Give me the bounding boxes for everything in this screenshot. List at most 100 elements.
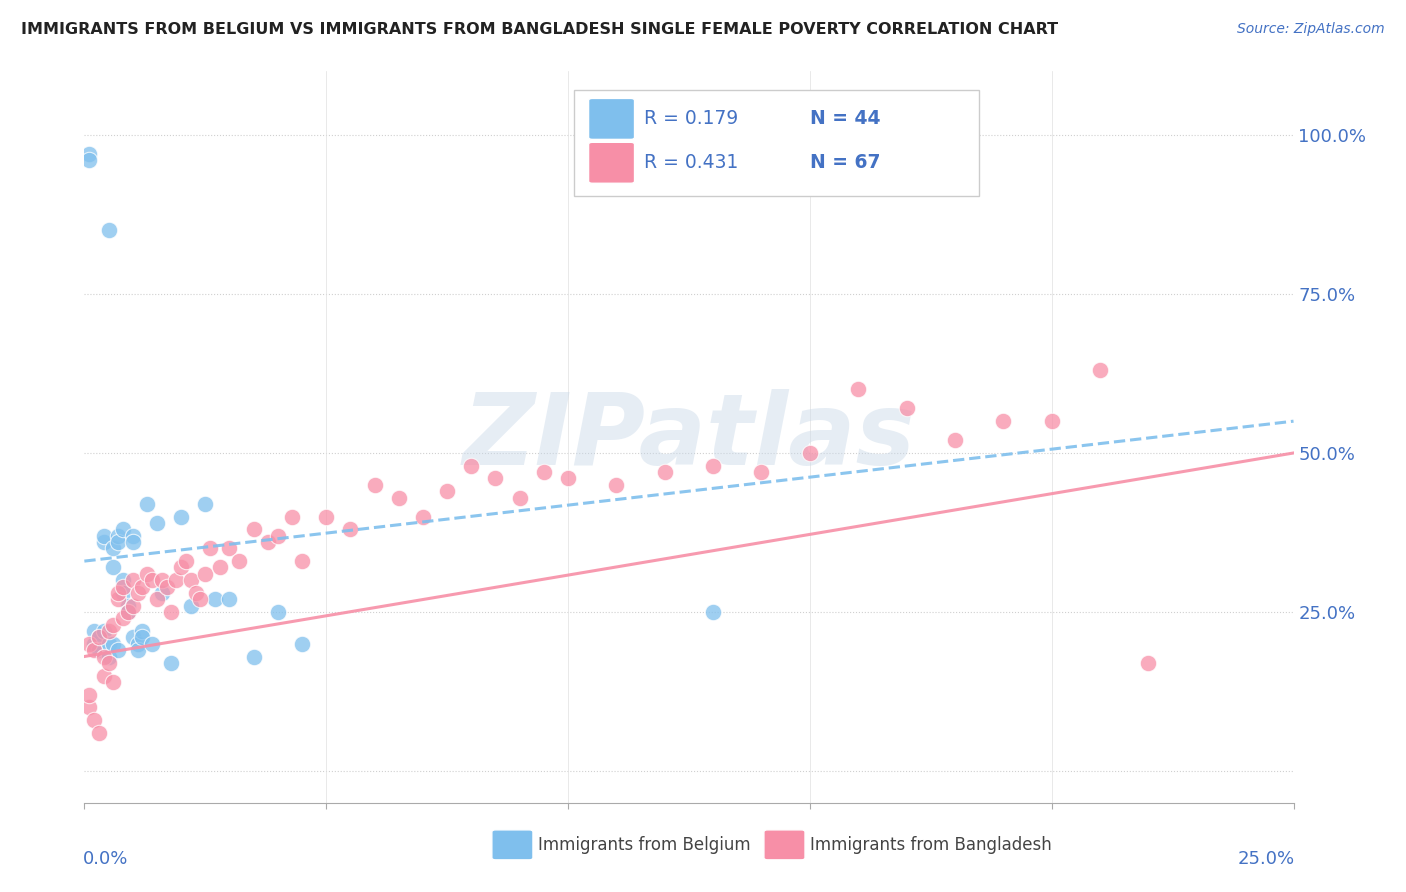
Point (943, 434, 966, 448)
Point (799, 446, 821, 460)
Point (107, 643, 129, 657)
Text: ZIPatlas: ZIPatlas (463, 389, 915, 485)
Point (131, 580, 153, 594)
Point (751, 465, 773, 479)
Point (121, 599, 143, 613)
Point (198, 541, 221, 556)
Text: Source: ZipAtlas.com: Source: ZipAtlas.com (1237, 22, 1385, 37)
Point (83, 713, 105, 727)
Text: 0.0%: 0.0% (83, 850, 128, 868)
Point (702, 458, 724, 473)
Point (1088, 363, 1111, 377)
Y-axis label: Single Female Poverty: Single Female Poverty (0, 345, 8, 529)
Point (83, 624, 105, 638)
Point (460, 458, 482, 473)
Point (107, 586, 129, 600)
Point (846, 383, 869, 397)
Point (228, 554, 250, 568)
Point (77, 700, 100, 714)
Point (150, 573, 173, 587)
Point (184, 586, 207, 600)
Point (83, 637, 105, 651)
Point (107, 592, 129, 607)
Point (97, 624, 120, 638)
Point (112, 573, 135, 587)
Point (121, 573, 143, 587)
Point (242, 522, 264, 536)
Point (93, 535, 115, 549)
Point (160, 605, 183, 619)
Point (93, 649, 115, 664)
Text: Immigrants from Bangladesh: Immigrants from Bangladesh (810, 836, 1052, 855)
FancyBboxPatch shape (589, 98, 634, 139)
Point (93, 529, 115, 543)
Point (103, 675, 125, 690)
Point (557, 471, 579, 485)
Point (388, 491, 411, 505)
Point (412, 509, 434, 524)
Point (77, 637, 100, 651)
Point (993, 414, 1015, 428)
Point (112, 580, 135, 594)
Point (121, 631, 143, 645)
Point (267, 605, 290, 619)
Point (1137, 656, 1160, 670)
Point (77, 153, 100, 168)
Point (117, 599, 139, 613)
Point (291, 637, 314, 651)
Point (654, 465, 676, 479)
Point (97, 223, 120, 237)
Point (103, 560, 125, 574)
FancyBboxPatch shape (574, 90, 979, 195)
Point (533, 465, 555, 479)
Point (136, 497, 159, 511)
FancyBboxPatch shape (589, 143, 634, 183)
Point (174, 554, 197, 568)
Point (103, 617, 125, 632)
Point (180, 573, 202, 587)
Point (107, 535, 129, 549)
Point (107, 529, 129, 543)
Point (131, 631, 153, 645)
Point (194, 566, 217, 581)
Point (97, 656, 120, 670)
Point (155, 580, 177, 594)
Text: Immigrants from Belgium: Immigrants from Belgium (538, 836, 751, 855)
Point (242, 649, 264, 664)
Text: N = 67: N = 67 (810, 153, 880, 172)
Text: 25.0%: 25.0% (1237, 850, 1295, 868)
Point (218, 592, 240, 607)
Point (87, 643, 110, 657)
Point (702, 605, 724, 619)
FancyBboxPatch shape (492, 830, 533, 860)
Point (218, 541, 240, 556)
Point (117, 605, 139, 619)
Point (208, 560, 231, 574)
Point (190, 592, 212, 607)
Point (150, 586, 173, 600)
Point (77, 147, 100, 161)
Text: R = 0.179: R = 0.179 (644, 110, 738, 128)
Point (121, 529, 143, 543)
Point (77, 688, 100, 702)
Point (121, 535, 143, 549)
Point (281, 509, 304, 524)
Point (103, 541, 125, 556)
Point (136, 566, 159, 581)
Point (127, 643, 149, 657)
Point (93, 668, 115, 682)
FancyBboxPatch shape (763, 830, 806, 860)
Text: IMMIGRANTS FROM BELGIUM VS IMMIGRANTS FROM BANGLADESH SINGLE FEMALE POVERTY CORR: IMMIGRANTS FROM BELGIUM VS IMMIGRANTS FR… (21, 22, 1059, 37)
Point (127, 586, 149, 600)
Point (339, 522, 361, 536)
Point (170, 509, 193, 524)
Point (83, 643, 105, 657)
Point (160, 656, 183, 670)
Point (141, 637, 163, 651)
Point (363, 477, 385, 491)
Point (204, 592, 226, 607)
Point (436, 484, 458, 499)
Point (194, 497, 217, 511)
Point (97, 649, 120, 664)
Point (146, 516, 169, 530)
